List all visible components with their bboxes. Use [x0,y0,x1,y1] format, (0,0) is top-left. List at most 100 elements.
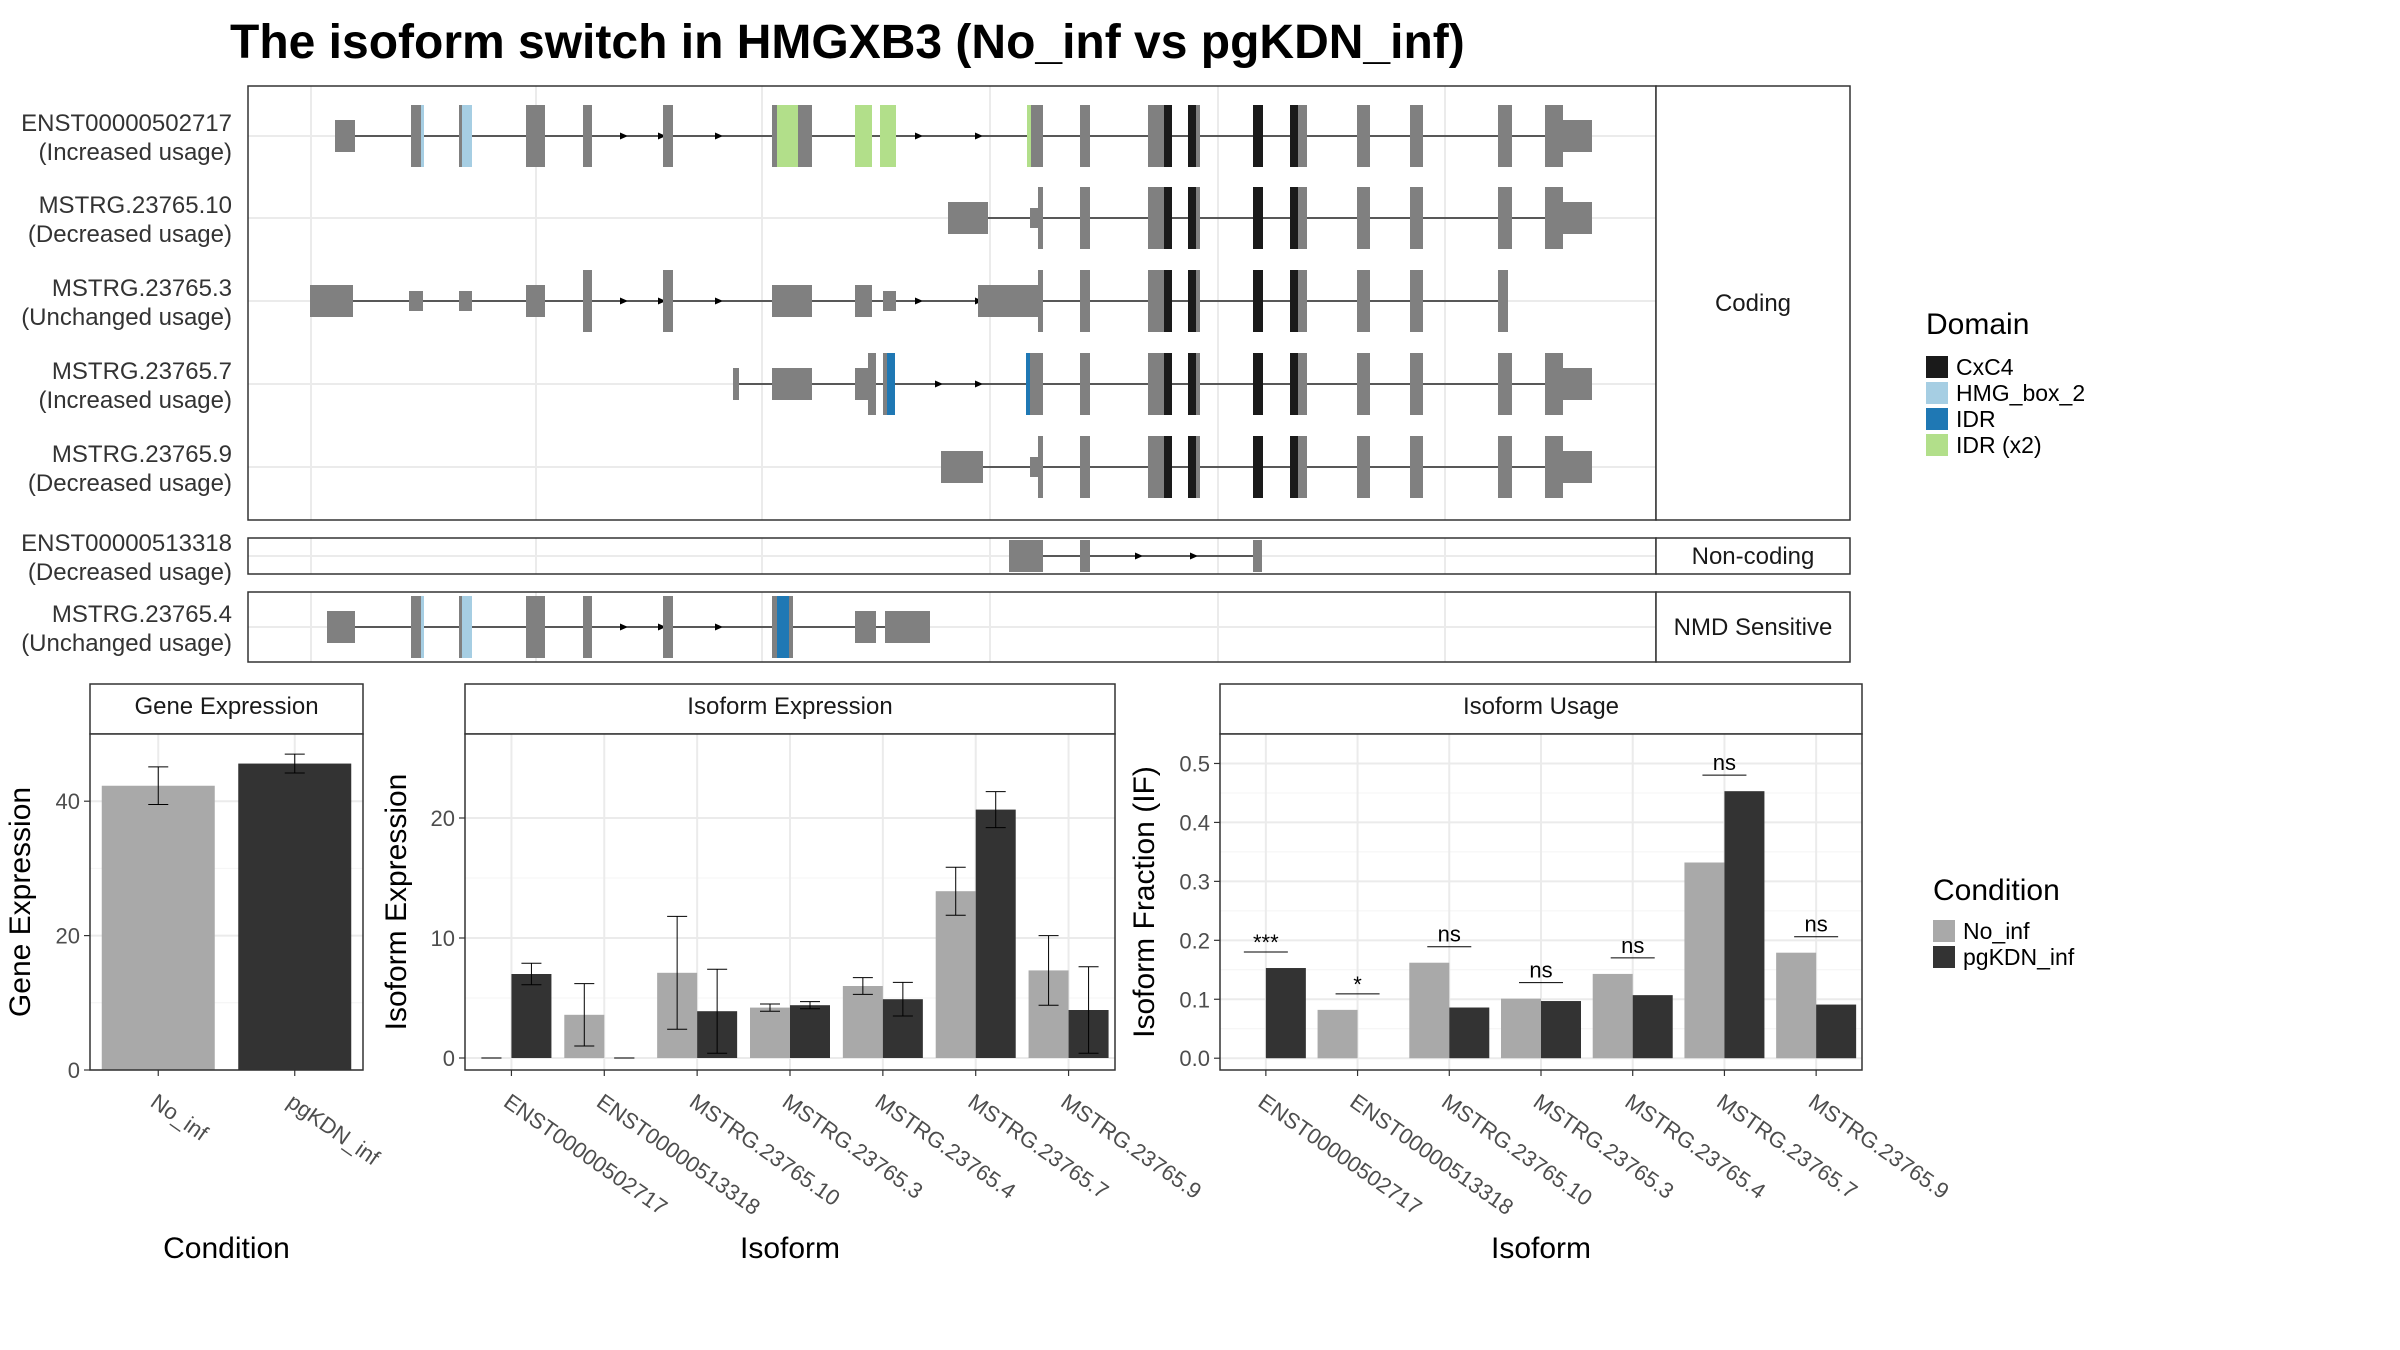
significance-label: *** [1253,930,1279,955]
y-tick-label: 40 [56,789,80,814]
exon-block [1298,353,1307,415]
isoform-structure-panel: Coding Non-coding NMD Sensitive ENST0000050… [21,85,1851,663]
strand-arrow-icon [715,297,723,305]
exon-block [772,285,812,317]
legend-label-cxc4: CxC4 [1956,354,2014,380]
domain-cxc4 [1164,270,1172,332]
strand-arrow-icon [1190,552,1198,560]
isoform-track-enst00000502717 [335,105,1592,167]
panel-strip-isoform-usage [1219,683,1863,735]
domain-idr [887,353,895,415]
exon-block [1357,270,1370,332]
isoform-name-mstrg-23765-9: MSTRG.23765.9 [52,441,232,468]
domain-idr [1026,353,1030,415]
exon-block [1196,436,1200,498]
exon-block [526,285,545,317]
category-strip-non-coding [1655,537,1851,575]
exon-block [1410,353,1423,415]
domain-cxc4 [1290,353,1298,415]
significance-label: ns [1713,750,1736,775]
exon-block [1038,436,1043,498]
bar-mstrg-23765-7-pgkdn-inf [975,809,1016,1058]
domain-idr-x2 [777,105,798,167]
category-strip-nmd-sensitive [1655,591,1851,663]
domain-cxc4 [1290,187,1298,249]
x-axis-title: Condition [163,1232,290,1265]
exon-block [1410,187,1423,249]
exon-block [1031,105,1043,167]
y-axis-title: Isoform Fraction (IF) [1128,766,1161,1038]
domain-cxc4 [1253,270,1263,332]
exon-block [1410,270,1423,332]
isoform-usage-label: (Increased usage) [39,139,232,166]
exon-block [411,105,421,167]
exon-block [1080,105,1090,167]
exon-block [868,611,876,643]
isoform-usage-label: (Unchanged usage) [21,630,232,657]
domain-cxc4 [1164,436,1172,498]
domain-cxc4 [1164,105,1172,167]
bar-pgkdn-inf [238,763,352,1070]
significance-label: ns [1529,958,1552,983]
exon-block [1410,105,1423,167]
exon-block [1030,457,1038,477]
exon-block [883,291,896,311]
isoform-usage-label: (Decreased usage) [28,470,232,497]
exon-block [526,596,545,658]
exon-block [1357,105,1370,167]
exon-block [327,611,355,643]
strand-arrow-icon [715,623,723,631]
legend-key-idr [1926,408,1948,430]
isoform-track-mstrg-23765-10 [948,187,1592,249]
y-tick-label: 10 [431,926,455,951]
strand-arrow-icon [915,132,923,140]
bar-mstrg-23765-3-pgkdn-inf [790,1005,830,1058]
strand-arrow-icon [715,132,723,140]
y-tick-label: 0.0 [1179,1046,1210,1071]
domain-idr [777,596,781,658]
exon-block [1545,187,1563,249]
bar-mstrg-23765-3-pgkdn-inf [1541,1001,1581,1059]
domain-cxc4 [1253,187,1263,249]
exon-block [1080,540,1090,572]
exon-block [789,596,793,658]
exon-block [459,291,472,311]
exon-block [1148,353,1164,415]
exon-block [663,596,673,658]
domain-cxc4 [1290,105,1298,167]
exon-block [1196,187,1200,249]
exon-block [1030,353,1038,415]
exon-block [583,596,592,658]
x-tick-label-pgkdn-inf: pgKDN_inf [283,1089,385,1171]
x-tick-label-mstrg-23765-10: MSTRG.23765.10 [685,1089,845,1211]
exon-block [459,596,462,658]
exon-block [1545,105,1563,167]
isoform-track-mstrg-23765-7 [733,353,1592,415]
exon-block [1080,187,1090,249]
domain-idr-x2 [880,105,896,167]
exon-block [941,451,983,483]
exon-block [1298,270,1307,332]
exon-block [1298,187,1307,249]
exon-block [1545,436,1563,498]
isoform-name-mstrg-23765-4: MSTRG.23765.4 [52,601,232,628]
strand-arrow-icon [658,297,666,305]
x-axis-title: Isoform [740,1232,840,1265]
exon-block [1563,451,1592,483]
x-tick-label-enst00000502717: ENST00000502717 [1254,1089,1427,1220]
exon-block [868,353,876,415]
exon-block [1498,436,1512,498]
exon-block [526,105,545,167]
exon-block [1498,187,1512,249]
domain-cxc4 [1253,353,1263,415]
category-label-nmd-sensitive: NMD Sensitive [1674,614,1833,641]
exon-block [1410,436,1423,498]
exon-block [1030,208,1038,228]
exon-block [411,596,421,658]
panel-strip-gene-expression [89,683,364,735]
y-tick-label: 0.3 [1179,869,1210,894]
panel-strip-label: Isoform Expression [687,693,892,720]
significance-label: ns [1438,922,1461,947]
exon-block [1080,353,1090,415]
exon-block [1563,120,1592,152]
